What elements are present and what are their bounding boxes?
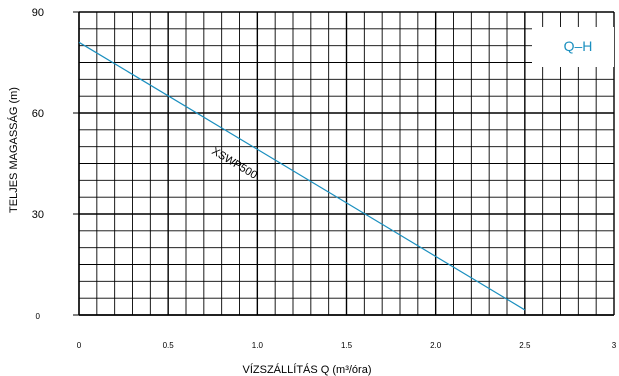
- x-tick-label: 2.0: [430, 341, 442, 350]
- y-tick-label: 60: [32, 108, 44, 120]
- y-tick-label: 90: [32, 7, 44, 19]
- x-tick-label: 0: [77, 341, 82, 350]
- x-tick-label: 1.0: [252, 341, 264, 350]
- x-tick-label: 1.5: [341, 341, 353, 350]
- x-tick-label: 0.5: [163, 341, 175, 350]
- x-tick-label: 3: [612, 341, 617, 350]
- y-axis-label: TELJES MAGASSÁG (m): [7, 87, 20, 213]
- y-tick-label: 30: [32, 209, 44, 221]
- series-layer: XSWP500: [78, 41, 526, 311]
- legend-box: [532, 27, 614, 67]
- y-tick-labels: 0 30 60 90: [32, 7, 44, 321]
- axes: [73, 11, 614, 316]
- grid-lines: [78, 11, 615, 316]
- legend: Q–H: [532, 27, 614, 67]
- legend-label: Q–H: [564, 38, 593, 54]
- series-line: [78, 41, 526, 311]
- x-tick-label: 2.5: [519, 341, 531, 350]
- x-axis-label: VÍZSZÁLLÍTÁS Q (m³/óra): [243, 363, 372, 376]
- y-tick-label: 0: [36, 312, 41, 321]
- x-tick-labels: 0 0.5 1.0 1.5 2.0 2.5 3: [77, 341, 617, 350]
